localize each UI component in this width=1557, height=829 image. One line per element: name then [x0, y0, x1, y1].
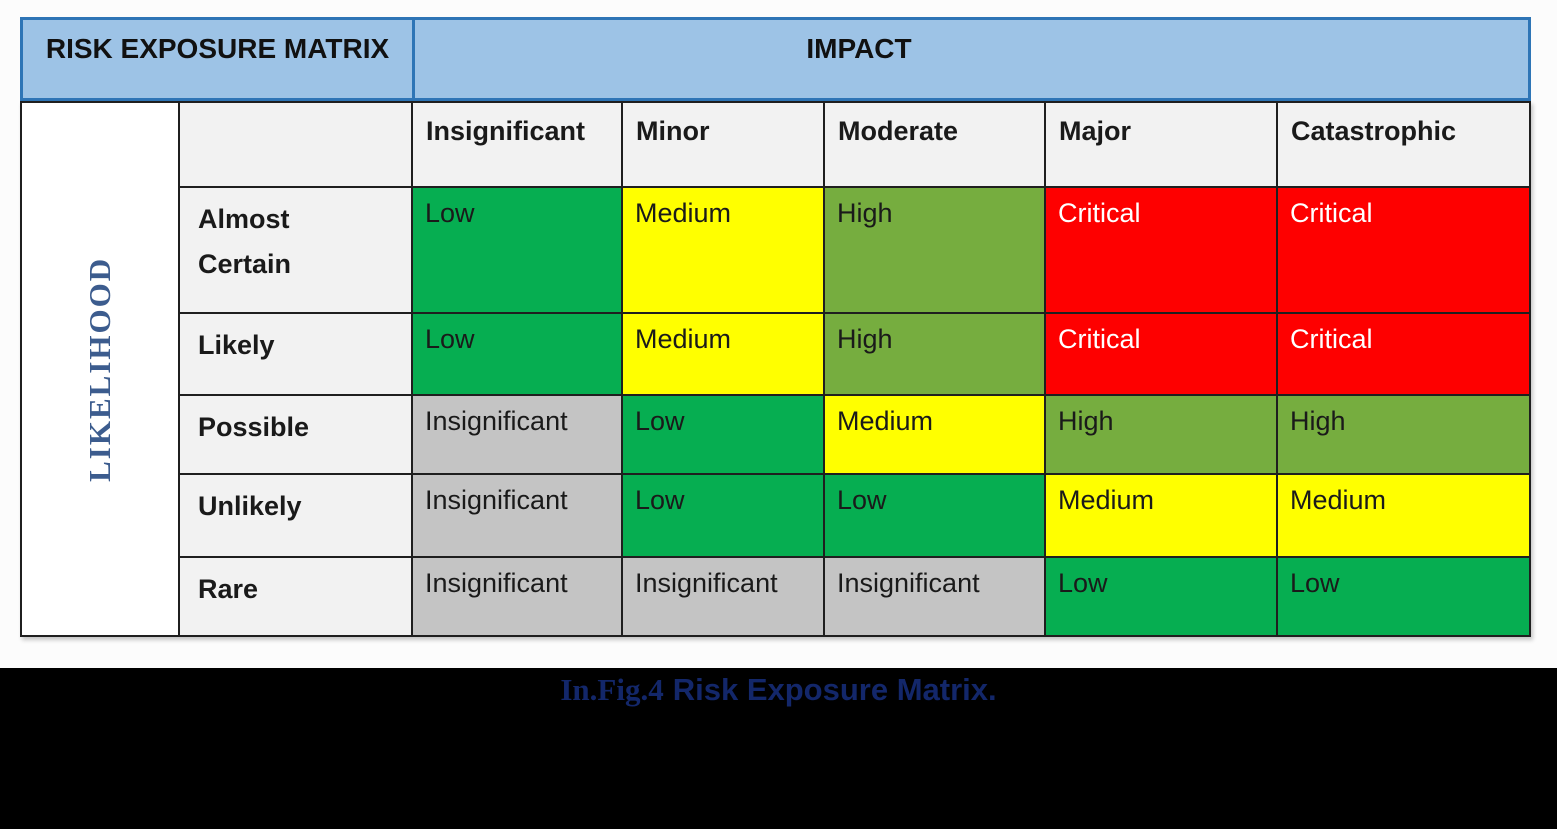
matrix-cell: Low — [623, 475, 823, 556]
row-label: Unlikely — [180, 475, 411, 556]
impact-axis-label: IMPACT — [806, 33, 912, 64]
matrix-cell: High — [825, 314, 1044, 394]
matrix-cell: Low — [413, 188, 621, 312]
matrix-cell: Insignificant — [413, 558, 621, 635]
corner-cell — [180, 103, 411, 186]
matrix-cell: Insignificant — [825, 558, 1044, 635]
row-label-text: Likely — [198, 330, 275, 360]
matrix-cell: High — [1278, 396, 1529, 473]
row-label-text: Unlikely — [198, 491, 302, 521]
row-label: Almost Certain — [180, 188, 411, 312]
matrix-cell: Critical — [1278, 188, 1529, 312]
matrix-cell: Medium — [623, 188, 823, 312]
row-label: Rare — [180, 558, 411, 635]
matrix-cell: Critical — [1046, 314, 1276, 394]
row-label-text: Almost Certain — [198, 204, 292, 279]
matrix-cell: Low — [1278, 558, 1529, 635]
column-header-catastrophic: Catastrophic — [1278, 103, 1529, 186]
row-label: Likely — [180, 314, 411, 394]
matrix-cell: Low — [413, 314, 621, 394]
column-header-major: Major — [1046, 103, 1276, 186]
impact-header-cell: IMPACT — [415, 17, 1531, 101]
matrix-cell: Insignificant — [413, 396, 621, 473]
caption-title: Risk Exposure Matrix. — [672, 672, 997, 707]
matrix-cell: High — [825, 188, 1044, 312]
caption-prefix: In.Fig.4 — [560, 672, 664, 707]
row-label: Possible — [180, 396, 411, 473]
column-header-moderate: Moderate — [825, 103, 1044, 186]
likelihood-axis-cell: LIKELIHOOD — [22, 103, 178, 635]
row-label-text: Rare — [198, 574, 259, 604]
risk-matrix-grid: LIKELIHOOD Insignificant Minor Moderate … — [20, 101, 1531, 637]
caption-band: In.Fig.4 Risk Exposure Matrix. — [0, 668, 1557, 829]
column-header-minor: Minor — [623, 103, 823, 186]
likelihood-axis-label: LIKELIHOOD — [81, 256, 117, 482]
matrix-cell: Medium — [623, 314, 823, 394]
matrix-cell: Critical — [1278, 314, 1529, 394]
column-header-insignificant: Insignificant — [413, 103, 621, 186]
matrix-title-cell: RISK EXPOSURE MATRIX — [20, 17, 415, 101]
matrix-title: RISK EXPOSURE MATRIX — [45, 33, 390, 64]
matrix-cell: Medium — [1278, 475, 1529, 556]
row-label-text: Possible — [198, 412, 310, 442]
matrix-cell: Low — [825, 475, 1044, 556]
matrix-header-row: RISK EXPOSURE MATRIX IMPACT — [20, 17, 1531, 101]
figure-caption: In.Fig.4 Risk Exposure Matrix. — [0, 668, 1557, 707]
matrix-cell: Medium — [825, 396, 1044, 473]
matrix-cell: Low — [623, 396, 823, 473]
matrix-cell: Medium — [1046, 475, 1276, 556]
matrix-cell: Insignificant — [413, 475, 621, 556]
matrix-cell: Low — [1046, 558, 1276, 635]
matrix-cell: Critical — [1046, 188, 1276, 312]
matrix-cell: Insignificant — [623, 558, 823, 635]
matrix-cell: High — [1046, 396, 1276, 473]
